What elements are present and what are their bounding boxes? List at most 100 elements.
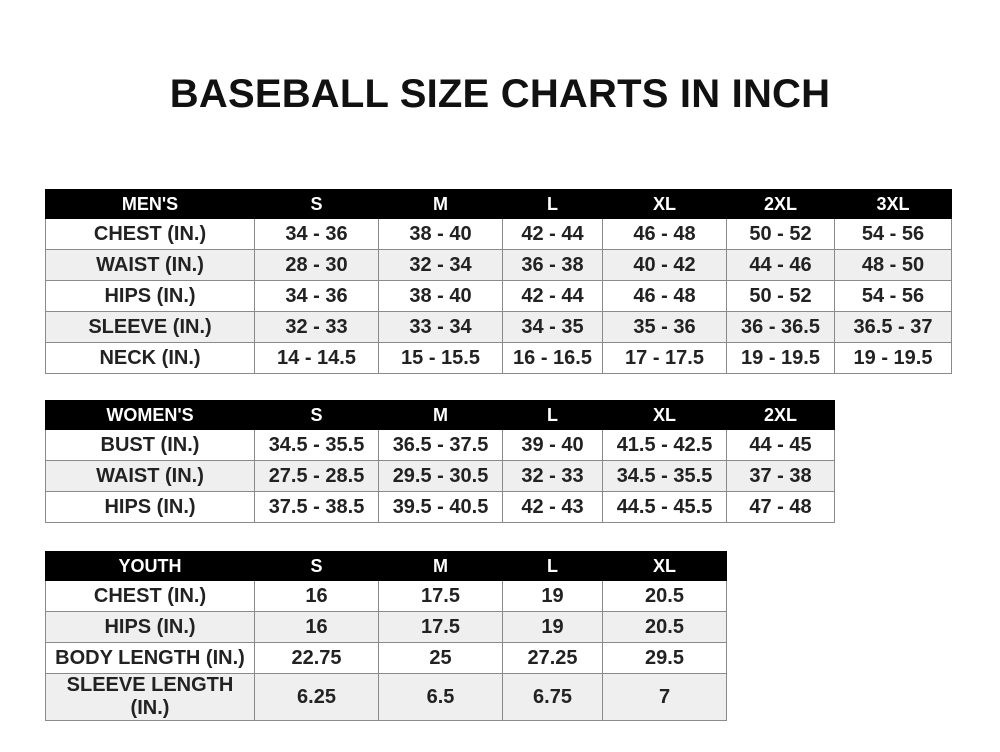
measurement-cell: 29.5 - 30.5 — [378, 460, 503, 492]
measurement-cell: 54 - 56 — [834, 280, 952, 312]
measurement-cell: 19 - 19.5 — [726, 342, 835, 374]
measurement-cell: 44 - 45 — [726, 429, 835, 461]
size-header: L — [502, 551, 603, 581]
measurement-cell: 36.5 - 37.5 — [378, 429, 503, 461]
table-row: HIPS (IN.) 34 - 36 38 - 40 42 - 44 46 - 48 50… — [45, 280, 952, 312]
size-header: S — [254, 551, 379, 581]
measurement-cell: 38 - 40 — [378, 280, 503, 312]
measurement-cell: 16 — [254, 580, 379, 612]
measurement-cell: 44.5 - 45.5 — [602, 491, 727, 523]
mens-size-table: MEN'S S M L XL 2XL 3XL CHEST (IN.) 34 - 36 38 - 4… — [45, 189, 952, 374]
table-category-header: MEN'S — [45, 189, 255, 219]
table-row: WAIST (IN.) 27.5 - 28.5 29.5 - 30.5 32 - 33… — [45, 460, 835, 492]
measurement-label: BUST (IN.) — [45, 429, 255, 461]
measurement-cell: 6.5 — [378, 673, 503, 721]
size-header: L — [502, 189, 603, 219]
measurement-cell: 32 - 33 — [254, 311, 379, 343]
measurement-cell: 50 - 52 — [726, 280, 835, 312]
measurement-cell: 47 - 48 — [726, 491, 835, 523]
measurement-cell: 6.25 — [254, 673, 379, 721]
measurement-label: NECK (IN.) — [45, 342, 255, 374]
header-row: WOMEN'S S M L XL 2XL — [45, 400, 835, 430]
measurement-cell: 29.5 — [602, 642, 727, 674]
measurement-cell: 36 - 38 — [502, 249, 603, 281]
table-row: BODY LENGTH (IN.) 22.75 25 27.25 29.5 — [45, 642, 727, 674]
measurement-label: CHEST (IN.) — [45, 580, 255, 612]
table-row: CHEST (IN.) 16 17.5 19 20.5 — [45, 580, 727, 612]
measurement-cell: 39.5 - 40.5 — [378, 491, 503, 523]
measurement-cell: 19 - 19.5 — [834, 342, 952, 374]
measurement-cell: 37.5 - 38.5 — [254, 491, 379, 523]
table-row: HIPS (IN.) 16 17.5 19 20.5 — [45, 611, 727, 643]
size-header: L — [502, 400, 603, 430]
measurement-label: HIPS (IN.) — [45, 280, 255, 312]
measurement-cell: 19 — [502, 611, 603, 643]
womens-size-table: WOMEN'S S M L XL 2XL BUST (IN.) 34.5 - 35.5 36.5… — [45, 400, 835, 523]
table-row: CHEST (IN.) 34 - 36 38 - 40 42 - 44 46 - 48 5… — [45, 218, 952, 250]
measurement-cell: 20.5 — [602, 580, 727, 612]
measurement-cell: 41.5 - 42.5 — [602, 429, 727, 461]
table-category-header: WOMEN'S — [45, 400, 255, 430]
size-header: 2XL — [726, 400, 835, 430]
measurement-cell: 16 - 16.5 — [502, 342, 603, 374]
youth-size-table: YOUTH S M L XL CHEST (IN.) 16 17.5 19 20.5 HIPS (I… — [45, 551, 727, 721]
measurement-cell: 25 — [378, 642, 503, 674]
size-header: S — [254, 400, 379, 430]
measurement-cell: 27.25 — [502, 642, 603, 674]
measurement-cell: 17.5 — [378, 611, 503, 643]
size-header: M — [378, 189, 503, 219]
measurement-cell: 35 - 36 — [602, 311, 727, 343]
measurement-cell: 15 - 15.5 — [378, 342, 503, 374]
measurement-cell: 39 - 40 — [502, 429, 603, 461]
size-header: S — [254, 189, 379, 219]
header-row: MEN'S S M L XL 2XL 3XL — [45, 189, 952, 219]
measurement-label: WAIST (IN.) — [45, 249, 255, 281]
measurement-cell: 46 - 48 — [602, 280, 727, 312]
header-row: YOUTH S M L XL — [45, 551, 727, 581]
measurement-cell: 32 - 33 — [502, 460, 603, 492]
measurement-cell: 19 — [502, 580, 603, 612]
size-header: 2XL — [726, 189, 835, 219]
table-category-header: YOUTH — [45, 551, 255, 581]
measurement-cell: 22.75 — [254, 642, 379, 674]
table-row: HIPS (IN.) 37.5 - 38.5 39.5 - 40.5 42 - 43 4… — [45, 491, 835, 523]
size-header: 3XL — [834, 189, 952, 219]
measurement-cell: 34 - 36 — [254, 218, 379, 250]
measurement-cell: 36 - 36.5 — [726, 311, 835, 343]
table-row: SLEEVE (IN.) 32 - 33 33 - 34 34 - 35 35 - 36… — [45, 311, 952, 343]
size-header: XL — [602, 189, 727, 219]
measurement-cell: 20.5 — [602, 611, 727, 643]
measurement-cell: 42 - 44 — [502, 218, 603, 250]
measurement-cell: 17.5 — [378, 580, 503, 612]
measurement-cell: 7 — [602, 673, 727, 721]
measurement-cell: 33 - 34 — [378, 311, 503, 343]
size-header: XL — [602, 400, 727, 430]
measurement-cell: 34.5 - 35.5 — [254, 429, 379, 461]
table-row: SLEEVE LENGTH (IN.) 6.25 6.5 6.75 7 — [45, 673, 727, 721]
measurement-label: SLEEVE LENGTH (IN.) — [45, 673, 255, 721]
table-row: NECK (IN.) 14 - 14.5 15 - 15.5 16 - 16.5 17 … — [45, 342, 952, 374]
measurement-cell: 46 - 48 — [602, 218, 727, 250]
table-row: WAIST (IN.) 28 - 30 32 - 34 36 - 38 40 - 42 4… — [45, 249, 952, 281]
measurement-cell: 27.5 - 28.5 — [254, 460, 379, 492]
measurement-cell: 44 - 46 — [726, 249, 835, 281]
page-title: BASEBALL SIZE CHARTS IN INCH — [169, 72, 831, 116]
measurement-label: HIPS (IN.) — [45, 491, 255, 523]
measurement-cell: 34 - 35 — [502, 311, 603, 343]
table-row: BUST (IN.) 34.5 - 35.5 36.5 - 37.5 39 - 40 4… — [45, 429, 835, 461]
measurement-label: CHEST (IN.) — [45, 218, 255, 250]
measurement-cell: 42 - 43 — [502, 491, 603, 523]
measurement-cell: 6.75 — [502, 673, 603, 721]
size-header: M — [378, 400, 503, 430]
measurement-cell: 32 - 34 — [378, 249, 503, 281]
measurement-cell: 54 - 56 — [834, 218, 952, 250]
measurement-label: BODY LENGTH (IN.) — [45, 642, 255, 674]
measurement-cell: 34 - 36 — [254, 280, 379, 312]
size-header: XL — [602, 551, 727, 581]
measurement-cell: 40 - 42 — [602, 249, 727, 281]
measurement-label: WAIST (IN.) — [45, 460, 255, 492]
measurement-cell: 38 - 40 — [378, 218, 503, 250]
measurement-label: HIPS (IN.) — [45, 611, 255, 643]
measurement-cell: 28 - 30 — [254, 249, 379, 281]
size-header: M — [378, 551, 503, 581]
